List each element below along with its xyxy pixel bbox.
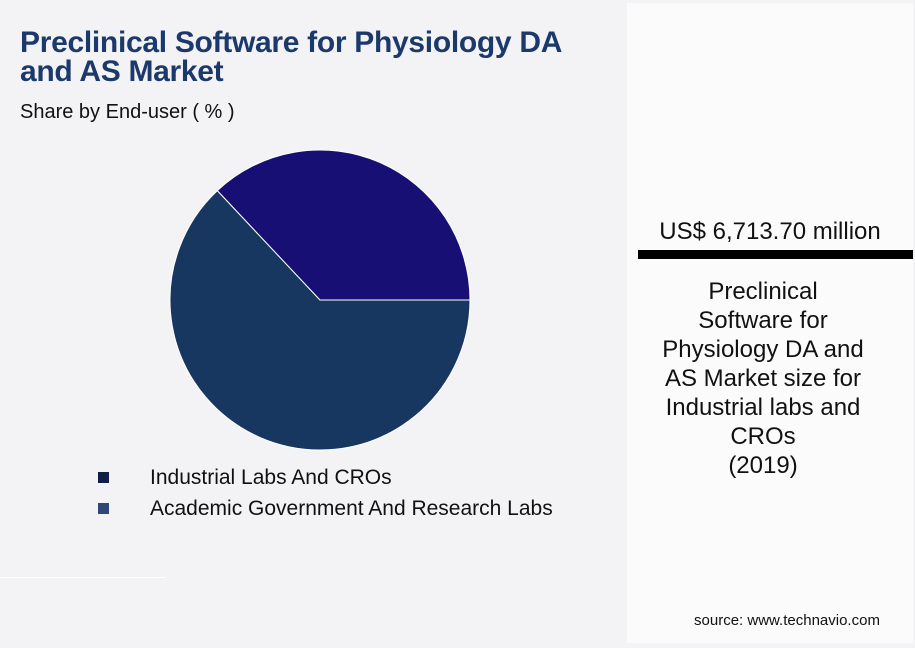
- divider-bar: [638, 250, 913, 259]
- description-line: Physiology DA and: [662, 336, 864, 363]
- chart-subtitle: Share by End-user ( % ): [20, 101, 235, 123]
- description-line: Software for: [698, 307, 828, 334]
- description-line: Preclinical: [708, 278, 818, 305]
- description-line: (2019): [728, 452, 798, 479]
- pie-chart: [169, 149, 471, 451]
- pie-slice-academic: [216, 149, 471, 301]
- market-value: US$ 6,713.70 million: [659, 218, 881, 245]
- legend: Industrial Labs And CROs Academic Govern…: [98, 462, 553, 524]
- source-text: source: www.technavio.com: [694, 612, 880, 629]
- pie-slice-industrial: [169, 189, 471, 451]
- pie-slices: [169, 149, 471, 451]
- description-line: CROs: [730, 423, 796, 450]
- legend-item-academic: Academic Government And Research Labs: [98, 493, 553, 524]
- divider: [0, 577, 165, 578]
- legend-label: Industrial Labs And CROs: [150, 465, 392, 489]
- legend-swatch-industrial: [98, 472, 109, 483]
- chart-title: Preclinical Software for Physiology DA a…: [20, 26, 561, 88]
- description-line: AS Market size for: [664, 365, 862, 392]
- market-description: Preclinical Software for Physiology DA a…: [627, 277, 899, 480]
- market-size-panel: US$ 6,713.70 million Preclinical Softwar…: [627, 3, 913, 643]
- legend-label: Academic Government And Research Labs: [150, 496, 553, 520]
- legend-item-industrial: Industrial Labs And CROs: [98, 462, 553, 493]
- description-line: Industrial labs and: [665, 394, 861, 421]
- legend-swatch-academic: [98, 503, 109, 514]
